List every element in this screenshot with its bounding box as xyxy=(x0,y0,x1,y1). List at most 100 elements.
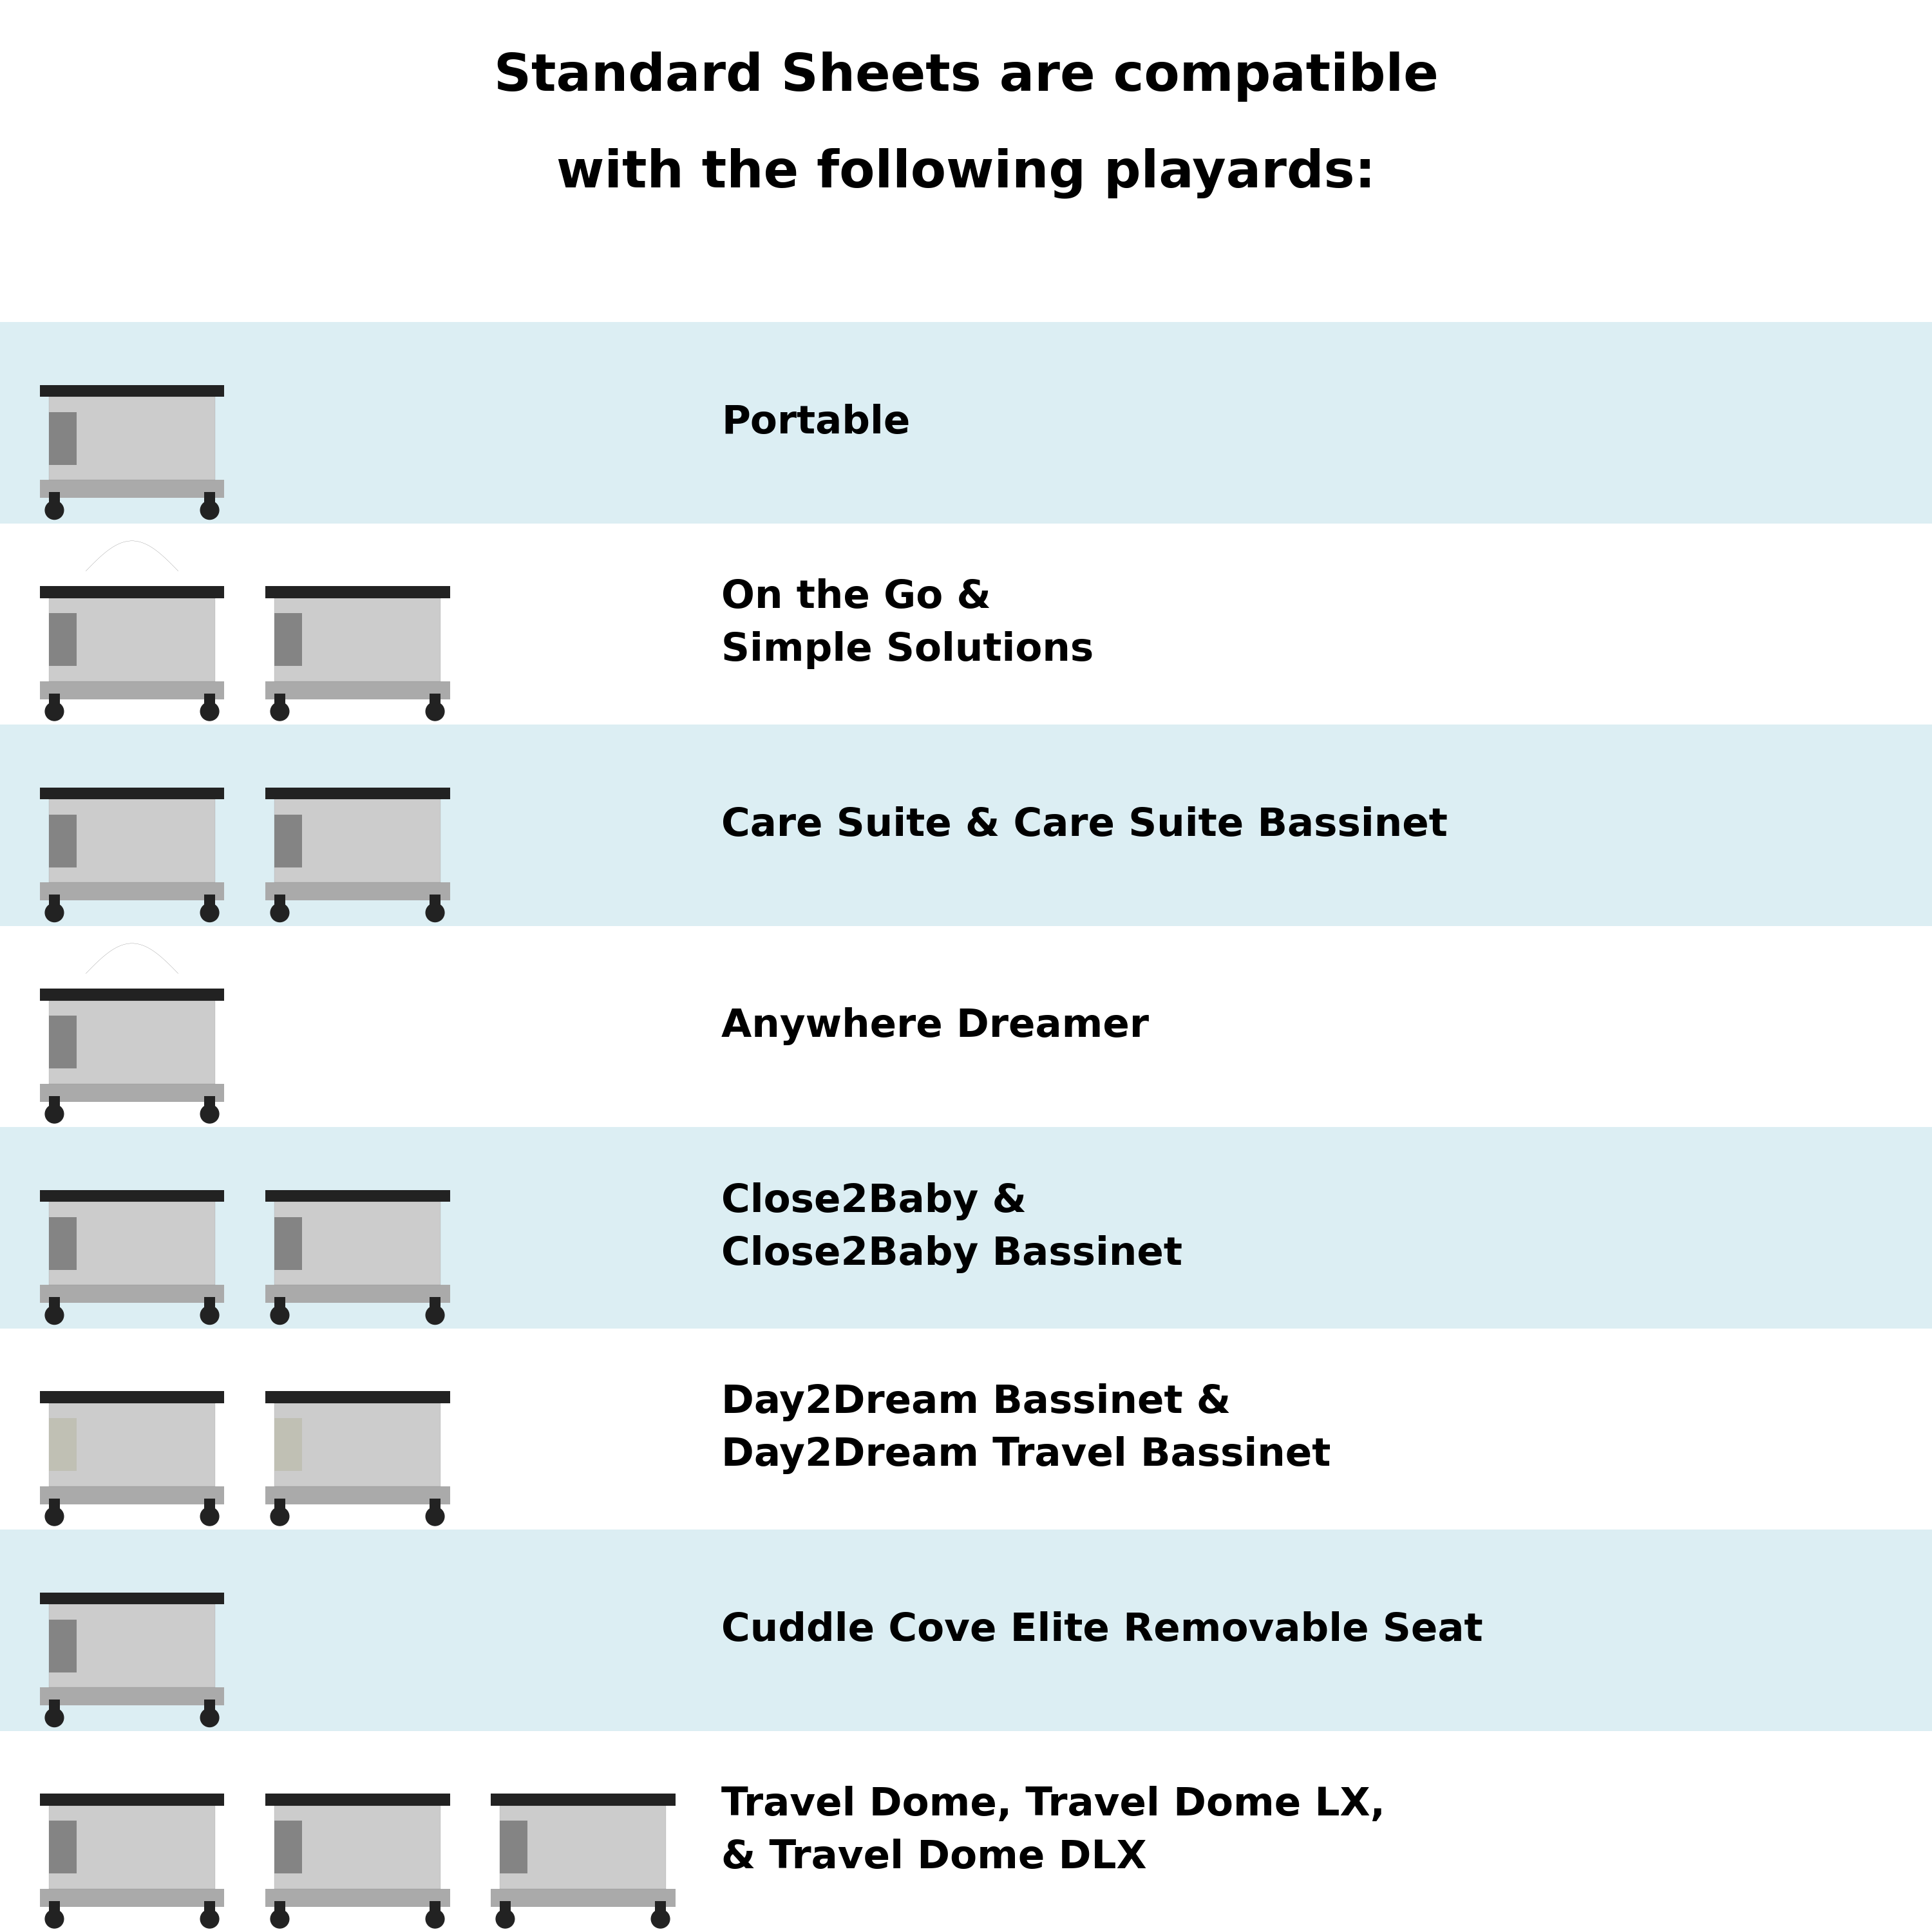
Text: Close2Baby &
Close2Baby Bassinet: Close2Baby & Close2Baby Bassinet xyxy=(721,1182,1182,1273)
FancyBboxPatch shape xyxy=(265,585,450,599)
Circle shape xyxy=(270,1909,290,1928)
FancyBboxPatch shape xyxy=(274,1820,301,1874)
Circle shape xyxy=(270,904,290,922)
Circle shape xyxy=(44,904,64,922)
FancyBboxPatch shape xyxy=(39,1592,224,1604)
Text: On the Go &
Simple Solutions: On the Go & Simple Solutions xyxy=(721,578,1094,668)
FancyBboxPatch shape xyxy=(500,1806,667,1889)
FancyBboxPatch shape xyxy=(39,788,224,800)
FancyBboxPatch shape xyxy=(274,612,301,667)
FancyBboxPatch shape xyxy=(429,1499,440,1517)
FancyBboxPatch shape xyxy=(48,1001,214,1084)
FancyBboxPatch shape xyxy=(48,493,60,510)
FancyBboxPatch shape xyxy=(48,694,60,711)
FancyBboxPatch shape xyxy=(500,1820,527,1874)
FancyBboxPatch shape xyxy=(500,1901,510,1918)
FancyBboxPatch shape xyxy=(265,883,450,900)
Circle shape xyxy=(44,500,64,520)
Circle shape xyxy=(270,1306,290,1325)
Circle shape xyxy=(270,701,290,721)
FancyBboxPatch shape xyxy=(48,815,77,867)
Text: Standard Sheets are compatible: Standard Sheets are compatible xyxy=(495,52,1437,102)
Circle shape xyxy=(44,1306,64,1325)
FancyBboxPatch shape xyxy=(0,1731,1932,1932)
Text: Care Suite & Care Suite Bassinet: Care Suite & Care Suite Bassinet xyxy=(721,806,1447,844)
Circle shape xyxy=(44,1708,64,1727)
Circle shape xyxy=(497,1909,514,1928)
FancyBboxPatch shape xyxy=(48,612,77,667)
Circle shape xyxy=(425,1306,444,1325)
FancyBboxPatch shape xyxy=(48,1820,77,1874)
FancyBboxPatch shape xyxy=(205,1700,214,1718)
FancyBboxPatch shape xyxy=(48,1700,60,1718)
FancyBboxPatch shape xyxy=(205,895,214,912)
FancyBboxPatch shape xyxy=(274,1217,301,1269)
Circle shape xyxy=(44,1507,64,1526)
Text: Anywhere Dreamer: Anywhere Dreamer xyxy=(721,1007,1150,1045)
FancyBboxPatch shape xyxy=(0,724,1932,925)
FancyBboxPatch shape xyxy=(265,1486,450,1505)
Circle shape xyxy=(425,701,444,721)
FancyBboxPatch shape xyxy=(48,1095,60,1115)
FancyBboxPatch shape xyxy=(274,1806,440,1889)
FancyBboxPatch shape xyxy=(265,682,450,699)
Circle shape xyxy=(425,1909,444,1928)
Circle shape xyxy=(44,1105,64,1122)
FancyBboxPatch shape xyxy=(274,1296,286,1316)
FancyBboxPatch shape xyxy=(265,788,450,800)
FancyBboxPatch shape xyxy=(429,895,440,912)
FancyBboxPatch shape xyxy=(205,1901,214,1918)
FancyBboxPatch shape xyxy=(274,800,440,883)
FancyBboxPatch shape xyxy=(48,1202,214,1285)
FancyBboxPatch shape xyxy=(274,599,440,682)
FancyBboxPatch shape xyxy=(429,694,440,711)
FancyBboxPatch shape xyxy=(39,1084,224,1101)
FancyBboxPatch shape xyxy=(39,1486,224,1505)
FancyBboxPatch shape xyxy=(39,585,224,599)
Circle shape xyxy=(201,1708,218,1727)
FancyBboxPatch shape xyxy=(274,1403,440,1486)
FancyBboxPatch shape xyxy=(0,1329,1932,1530)
FancyBboxPatch shape xyxy=(265,1285,450,1302)
FancyBboxPatch shape xyxy=(48,1806,214,1889)
Text: Cuddle Cove Elite Removable Seat: Cuddle Cove Elite Removable Seat xyxy=(721,1611,1484,1650)
Circle shape xyxy=(44,1909,64,1928)
FancyBboxPatch shape xyxy=(48,1901,60,1918)
Circle shape xyxy=(201,1105,218,1122)
FancyBboxPatch shape xyxy=(39,384,224,396)
FancyBboxPatch shape xyxy=(205,1499,214,1517)
Circle shape xyxy=(651,1909,670,1928)
Text: Day2Dream Bassinet &
Day2Dream Travel Bassinet: Day2Dream Bassinet & Day2Dream Travel Ba… xyxy=(721,1383,1331,1474)
Circle shape xyxy=(201,1507,218,1526)
FancyBboxPatch shape xyxy=(48,895,60,912)
FancyBboxPatch shape xyxy=(0,1530,1932,1731)
Circle shape xyxy=(270,1507,290,1526)
FancyBboxPatch shape xyxy=(655,1901,667,1918)
FancyBboxPatch shape xyxy=(48,800,214,883)
FancyBboxPatch shape xyxy=(205,694,214,711)
FancyBboxPatch shape xyxy=(48,1217,77,1269)
FancyBboxPatch shape xyxy=(265,1391,450,1403)
FancyBboxPatch shape xyxy=(0,323,1932,524)
FancyBboxPatch shape xyxy=(48,599,214,682)
Circle shape xyxy=(425,1507,444,1526)
FancyBboxPatch shape xyxy=(48,1619,77,1673)
FancyBboxPatch shape xyxy=(48,1296,60,1316)
Circle shape xyxy=(201,1306,218,1325)
FancyBboxPatch shape xyxy=(48,396,214,479)
FancyBboxPatch shape xyxy=(274,895,286,912)
FancyBboxPatch shape xyxy=(274,1499,286,1517)
FancyBboxPatch shape xyxy=(48,1016,77,1068)
FancyBboxPatch shape xyxy=(39,1889,224,1907)
FancyBboxPatch shape xyxy=(39,1285,224,1302)
FancyBboxPatch shape xyxy=(265,1793,450,1806)
Circle shape xyxy=(44,701,64,721)
FancyBboxPatch shape xyxy=(48,1604,214,1687)
FancyBboxPatch shape xyxy=(39,479,224,498)
FancyBboxPatch shape xyxy=(0,925,1932,1126)
FancyBboxPatch shape xyxy=(48,1418,77,1470)
FancyBboxPatch shape xyxy=(0,524,1932,724)
FancyBboxPatch shape xyxy=(205,1095,214,1115)
FancyBboxPatch shape xyxy=(48,1403,214,1486)
FancyBboxPatch shape xyxy=(274,694,286,711)
